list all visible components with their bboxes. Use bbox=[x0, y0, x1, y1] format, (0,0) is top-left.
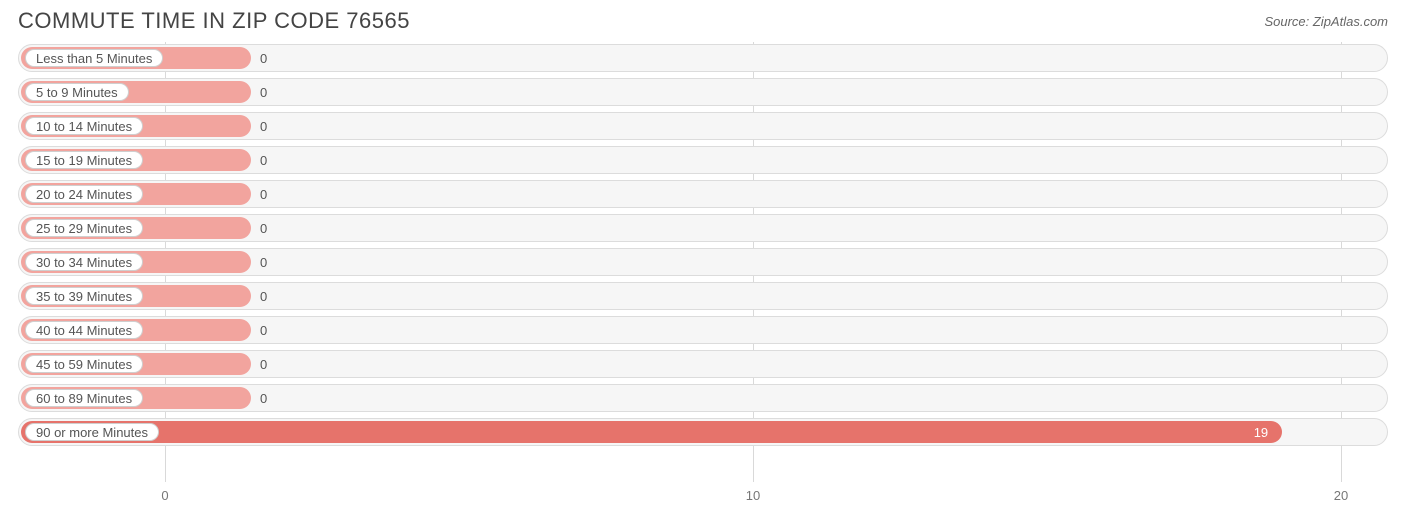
bar-row: 20 to 24 Minutes 0 bbox=[18, 180, 1388, 208]
chart-source: Source: ZipAtlas.com bbox=[1264, 14, 1388, 29]
bar-value-label: 0 bbox=[260, 78, 267, 106]
x-tick: 20 bbox=[1334, 488, 1348, 503]
chart-title: COMMUTE TIME IN ZIP CODE 76565 bbox=[18, 8, 410, 34]
bar-value-label: 0 bbox=[260, 282, 267, 310]
bar-category-label: 30 to 34 Minutes bbox=[25, 253, 143, 271]
bar-category-label: 90 or more Minutes bbox=[25, 423, 159, 441]
bar-value-label: 0 bbox=[260, 350, 267, 378]
bar-value-label: 0 bbox=[260, 146, 267, 174]
bar-row: 90 or more Minutes 19 bbox=[18, 418, 1388, 446]
x-tick: 10 bbox=[746, 488, 760, 503]
bar-row: 40 to 44 Minutes 0 bbox=[18, 316, 1388, 344]
bar-category-label: 60 to 89 Minutes bbox=[25, 389, 143, 407]
bar-category-label: Less than 5 Minutes bbox=[25, 49, 163, 67]
bar-row: 25 to 29 Minutes 0 bbox=[18, 214, 1388, 242]
bar-value-label: 0 bbox=[260, 214, 267, 242]
bar-category-label: 45 to 59 Minutes bbox=[25, 355, 143, 373]
bar-fill bbox=[21, 421, 1282, 443]
bar-value-label: 0 bbox=[260, 248, 267, 276]
bar-rows: Less than 5 Minutes05 to 9 Minutes010 to… bbox=[18, 42, 1388, 446]
bar-category-label: 40 to 44 Minutes bbox=[25, 321, 143, 339]
bar-row: 10 to 14 Minutes 0 bbox=[18, 112, 1388, 140]
bar-category-label: 35 to 39 Minutes bbox=[25, 287, 143, 305]
x-tick: 0 bbox=[161, 488, 168, 503]
bar-value-label: 0 bbox=[260, 44, 267, 72]
bar-value-label: 0 bbox=[260, 112, 267, 140]
bar-row: Less than 5 Minutes 0 bbox=[18, 44, 1388, 72]
bar-category-label: 15 to 19 Minutes bbox=[25, 151, 143, 169]
bar-category-label: 10 to 14 Minutes bbox=[25, 117, 143, 135]
x-axis: 0 10 20 bbox=[18, 488, 1388, 508]
bar-value-label: 0 bbox=[260, 316, 267, 344]
bar-category-label: 20 to 24 Minutes bbox=[25, 185, 143, 203]
bar-row: 30 to 34 Minutes 0 bbox=[18, 248, 1388, 276]
bar-category-label: 25 to 29 Minutes bbox=[25, 219, 143, 237]
bar-row: 35 to 39 Minutes 0 bbox=[18, 282, 1388, 310]
bar-row: 45 to 59 Minutes 0 bbox=[18, 350, 1388, 378]
bar-value-label: 0 bbox=[260, 180, 267, 208]
bar-value-label: 19 bbox=[1254, 418, 1268, 446]
bar-row: 5 to 9 Minutes 0 bbox=[18, 78, 1388, 106]
bar-value-label: 0 bbox=[260, 384, 267, 412]
chart-area: Less than 5 Minutes05 to 9 Minutes010 to… bbox=[18, 42, 1388, 482]
bar-row: 60 to 89 Minutes 0 bbox=[18, 384, 1388, 412]
bar-category-label: 5 to 9 Minutes bbox=[25, 83, 129, 101]
chart-header: COMMUTE TIME IN ZIP CODE 76565 Source: Z… bbox=[0, 0, 1406, 38]
bar-row: 15 to 19 Minutes 0 bbox=[18, 146, 1388, 174]
